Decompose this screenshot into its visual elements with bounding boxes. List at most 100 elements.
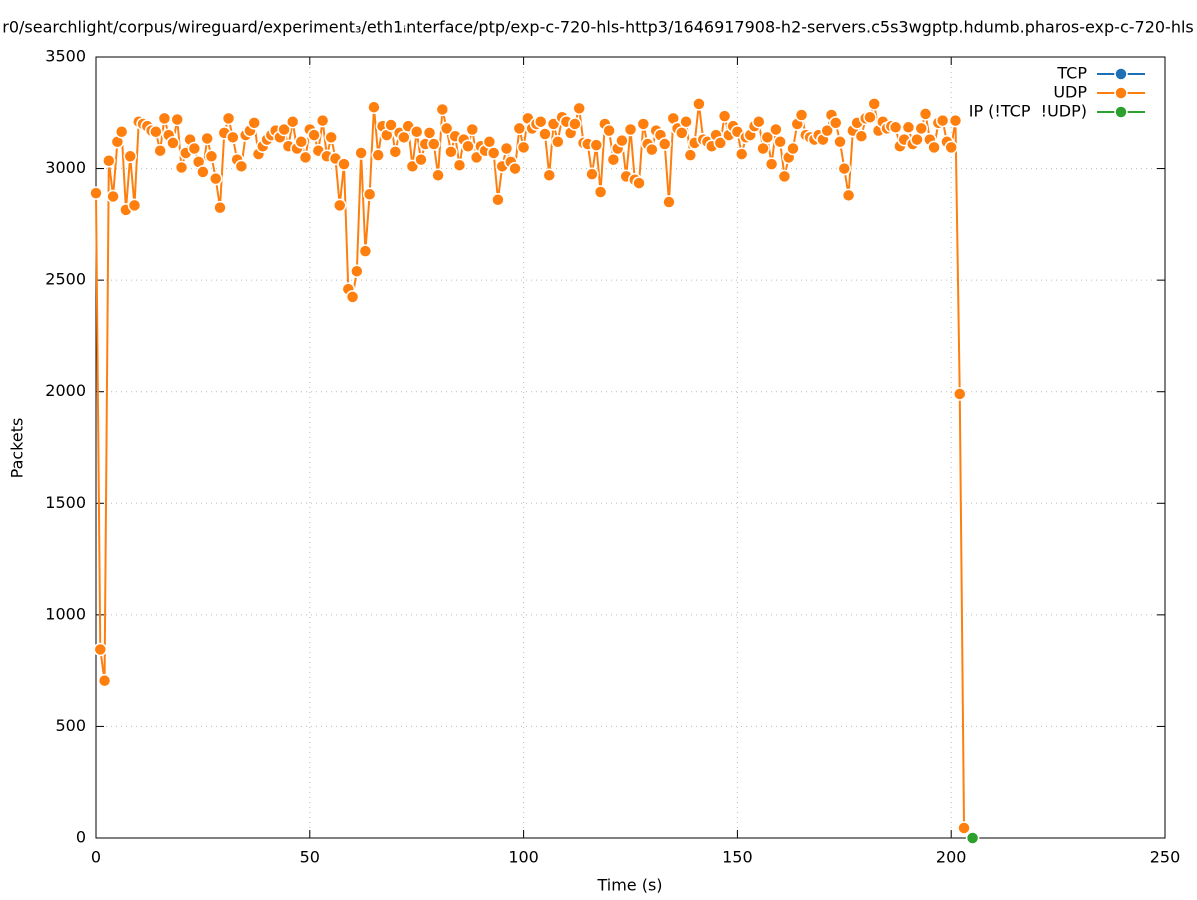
data-point — [944, 140, 958, 155]
data-point — [486, 146, 501, 160]
data-point — [200, 131, 214, 146]
data-point — [187, 141, 202, 156]
data-point — [965, 831, 980, 845]
data-point — [820, 123, 834, 138]
y-tick-label: 0 — [76, 828, 86, 847]
data-point — [221, 111, 236, 126]
data-point — [615, 133, 629, 148]
data-point — [935, 113, 950, 128]
data-point — [277, 122, 291, 137]
x-axis-label: Time (s) — [596, 876, 662, 895]
data-point — [213, 200, 227, 215]
data-point — [106, 189, 120, 204]
data-point — [516, 140, 531, 155]
data-point — [632, 176, 646, 190]
data-point — [538, 127, 552, 141]
data-point — [208, 171, 223, 186]
legend-label: UDP — [1053, 83, 1087, 102]
legend-label: IP (!TCP !UDP) — [969, 102, 1087, 121]
data-point — [713, 136, 728, 150]
data-point — [123, 149, 137, 164]
data-point — [645, 142, 659, 157]
data-point — [760, 130, 775, 145]
data-point — [953, 387, 967, 401]
data-point — [324, 130, 338, 145]
x-tick-label: 0 — [91, 848, 101, 867]
data-point — [602, 123, 616, 138]
data-point — [833, 135, 847, 149]
data-point — [717, 109, 732, 123]
data-point — [542, 168, 557, 183]
data-point — [593, 185, 608, 199]
data-point — [149, 125, 163, 139]
data-point — [384, 118, 398, 132]
data-point — [170, 112, 184, 127]
data-point — [315, 113, 330, 128]
data-point — [512, 121, 527, 136]
data-point — [491, 193, 505, 207]
data-point — [675, 126, 689, 140]
data-point — [508, 161, 522, 176]
data-point — [585, 167, 599, 181]
data-point — [285, 114, 300, 129]
x-tick-label: 50 — [300, 848, 320, 867]
data-point — [794, 108, 809, 122]
data-point — [362, 187, 377, 201]
data-point — [367, 100, 381, 114]
data-point — [102, 154, 116, 168]
data-point — [431, 168, 445, 183]
data-point — [397, 130, 411, 145]
data-point — [444, 145, 458, 159]
data-point — [773, 135, 787, 149]
y-tick-label: 2500 — [45, 270, 86, 289]
data-point — [422, 126, 437, 140]
data-point — [307, 128, 321, 142]
data-point — [657, 137, 672, 151]
data-point — [683, 148, 698, 162]
data-point — [157, 111, 172, 126]
data-point — [568, 117, 582, 131]
data-point — [166, 136, 180, 150]
data-point — [910, 132, 924, 147]
data-point — [863, 110, 877, 124]
data-point — [153, 143, 167, 158]
data-point — [332, 198, 347, 213]
data-point — [350, 264, 364, 278]
data-point — [414, 152, 428, 167]
data-point — [752, 114, 766, 129]
data-point — [786, 141, 800, 156]
data-point — [662, 195, 676, 209]
data-point — [409, 125, 424, 139]
legend-marker — [1114, 105, 1128, 119]
data-point — [777, 169, 792, 184]
data-point — [636, 117, 651, 131]
data-point — [226, 130, 240, 145]
data-point — [294, 135, 308, 149]
data-point — [196, 165, 210, 179]
data-point — [623, 122, 638, 137]
y-axis-label: Packets — [8, 418, 27, 479]
data-point — [841, 188, 856, 203]
legend-marker — [1114, 86, 1128, 100]
y-tick-label: 3000 — [45, 158, 86, 177]
data-point — [371, 148, 385, 162]
data-point — [854, 129, 869, 143]
chart-title: r0/searchlight/corpus/wireguard/experime… — [2, 18, 1194, 37]
data-point — [97, 673, 112, 688]
data-point — [734, 147, 749, 161]
y-tick-label: 3500 — [45, 47, 86, 66]
legend-marker — [1114, 67, 1128, 81]
data-point — [345, 290, 360, 304]
data-point — [358, 244, 373, 258]
data-point — [127, 198, 142, 213]
data-point — [354, 146, 368, 160]
data-point — [572, 101, 586, 116]
data-point — [89, 186, 103, 200]
data-point — [482, 135, 497, 149]
data-point — [247, 116, 261, 130]
data-point — [114, 125, 129, 139]
data-point — [764, 157, 779, 171]
data-point — [234, 159, 249, 174]
data-point — [918, 107, 933, 121]
